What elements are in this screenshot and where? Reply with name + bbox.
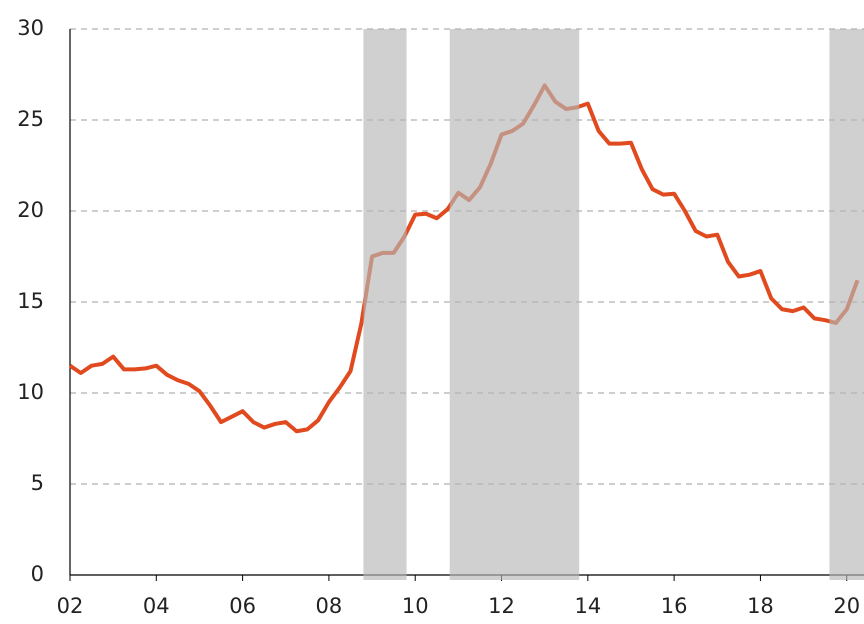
y-tick-label: 15 xyxy=(17,289,44,313)
x-tick-label: 20 xyxy=(833,594,860,618)
y-tick-label: 10 xyxy=(17,380,44,404)
y-tick-label: 5 xyxy=(31,471,44,495)
x-tick-label: 16 xyxy=(661,594,688,618)
y-tick-label: 30 xyxy=(17,16,44,40)
x-tick-label: 18 xyxy=(747,594,774,618)
x-tick-label: 14 xyxy=(574,594,601,618)
y-tick-label: 0 xyxy=(31,562,44,586)
shaded-band xyxy=(829,29,864,580)
shaded-band xyxy=(363,29,407,580)
x-tick-label: 04 xyxy=(143,594,170,618)
x-tick-label: 08 xyxy=(316,594,343,618)
shaded-band xyxy=(449,29,580,580)
y-tick-label: 20 xyxy=(17,198,44,222)
x-tick-label: 10 xyxy=(402,594,429,618)
x-tick-label: 02 xyxy=(57,594,84,618)
x-tick-label: 12 xyxy=(488,594,515,618)
x-tick-label: 06 xyxy=(229,594,256,618)
y-tick-label: 25 xyxy=(17,107,44,131)
